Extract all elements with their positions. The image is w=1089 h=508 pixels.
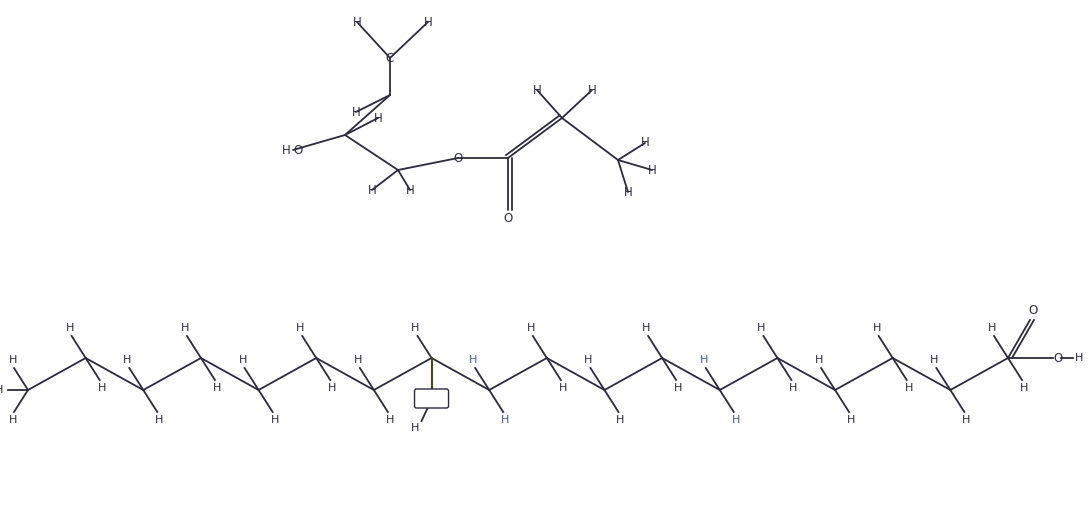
Text: H: H <box>9 355 17 365</box>
Text: C: C <box>386 51 394 65</box>
Text: H: H <box>533 83 541 97</box>
Text: H: H <box>640 137 649 149</box>
Text: H: H <box>181 323 189 333</box>
Text: H: H <box>424 16 432 28</box>
Text: H: H <box>732 415 739 425</box>
Text: H: H <box>328 383 337 393</box>
Text: H: H <box>212 383 221 393</box>
Text: H: H <box>282 143 291 156</box>
Text: H: H <box>270 415 279 425</box>
Text: H: H <box>97 383 106 393</box>
Text: H: H <box>585 355 592 365</box>
Text: H: H <box>988 323 996 333</box>
Text: O: O <box>503 212 513 226</box>
Text: H: H <box>123 355 132 365</box>
FancyBboxPatch shape <box>415 389 449 408</box>
Text: Abs: Abs <box>421 394 441 403</box>
Text: H: H <box>386 415 394 425</box>
Text: H: H <box>757 323 766 333</box>
Text: H: H <box>412 423 419 433</box>
Text: H: H <box>641 323 650 333</box>
Text: H: H <box>353 16 362 28</box>
Text: H: H <box>65 323 74 333</box>
Text: H: H <box>405 183 415 197</box>
Text: O: O <box>453 151 463 165</box>
Text: H: H <box>238 355 247 365</box>
Text: O: O <box>1053 352 1063 365</box>
Text: H: H <box>872 323 881 333</box>
Text: H: H <box>354 355 362 365</box>
Text: H: H <box>469 355 477 365</box>
Text: H: H <box>501 415 510 425</box>
Text: H: H <box>815 355 823 365</box>
Text: H: H <box>559 383 567 393</box>
Text: H: H <box>412 323 419 333</box>
Text: H: H <box>624 185 633 199</box>
Text: H: H <box>1075 353 1084 363</box>
Text: H: H <box>674 383 683 393</box>
Text: H: H <box>155 415 163 425</box>
Text: H: H <box>790 383 797 393</box>
Text: H: H <box>352 106 360 118</box>
Text: H: H <box>1019 383 1028 393</box>
Text: O: O <box>1028 304 1038 318</box>
Text: H: H <box>527 323 535 333</box>
Text: H: H <box>930 355 939 365</box>
Text: H: H <box>374 111 382 124</box>
Text: H: H <box>368 183 377 197</box>
Text: H: H <box>847 415 855 425</box>
Text: H: H <box>616 415 625 425</box>
Text: H: H <box>9 415 17 425</box>
Text: O: O <box>293 143 303 156</box>
Text: H: H <box>588 83 597 97</box>
Text: H: H <box>0 385 3 395</box>
Text: H: H <box>963 415 970 425</box>
Text: H: H <box>648 164 657 176</box>
Text: H: H <box>905 383 913 393</box>
Text: H: H <box>699 355 708 365</box>
Text: H: H <box>296 323 305 333</box>
